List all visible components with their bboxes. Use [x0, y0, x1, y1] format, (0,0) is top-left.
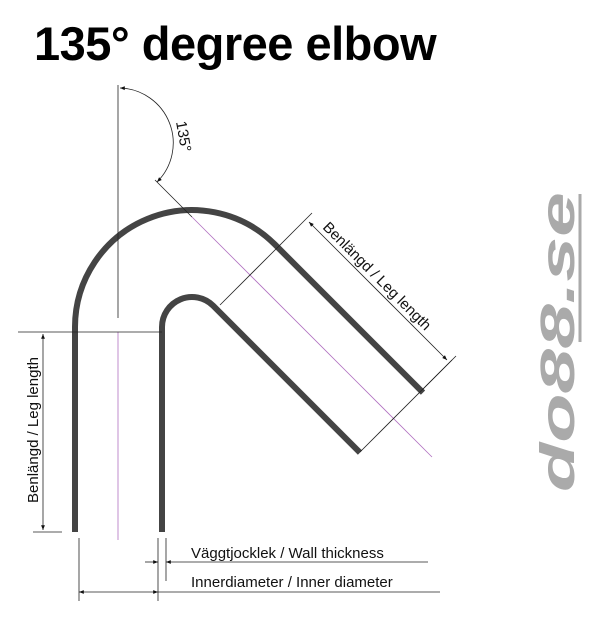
diagram-title: 135° degree elbow: [34, 17, 437, 70]
leg-ext-line-end: [421, 359, 453, 391]
leg-length-dimension-line: [308, 221, 448, 361]
angle-label: 135°: [172, 120, 194, 154]
do88-logo: do88.se: [532, 192, 585, 492]
logo-text: do88.se: [532, 192, 585, 492]
diagonal-centerline: [191, 216, 433, 458]
wall-thickness-label: Väggtjocklek / Wall thickness: [191, 545, 384, 562]
angle-arc: [119, 86, 174, 183]
pipe-outer-wall: [72, 207, 426, 532]
inner-diameter-label: Innerdiameter / Inner diameter: [191, 574, 393, 591]
diagonal-reference-line: [154, 179, 193, 218]
leg-length-vertical-label: Benlängd / Leg length: [25, 357, 42, 503]
pipe-inner-wall: [159, 294, 363, 532]
leg-ext-line-1: [219, 212, 313, 306]
leg-length-diagonal-label: Benlängd / Leg length: [319, 219, 434, 334]
